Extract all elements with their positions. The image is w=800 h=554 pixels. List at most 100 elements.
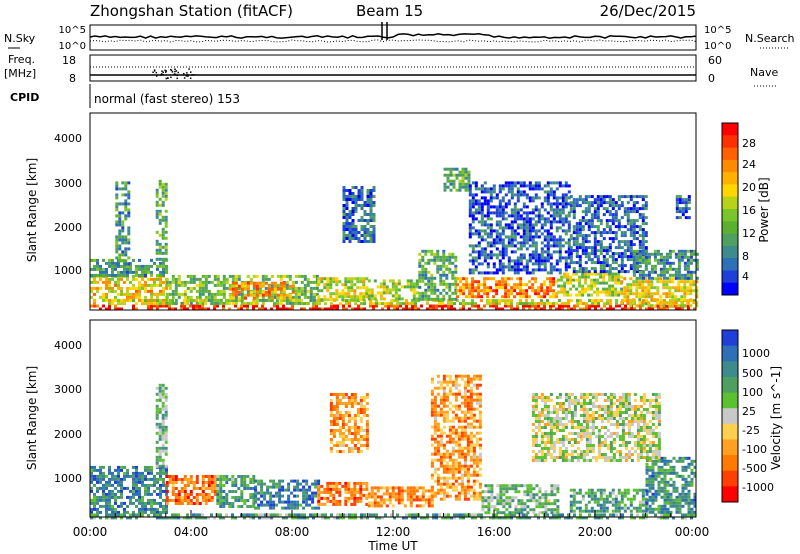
heatmap-cell-region-7 (430, 452, 434, 456)
heatmap-cell-region-11 (501, 208, 505, 212)
heatmap-cell-region-13 (575, 255, 579, 259)
heatmap-cell-region-14 (629, 277, 633, 281)
heatmap-cell-region-10 (513, 295, 517, 299)
heatmap-cell-region-3 (129, 270, 132, 274)
heatmap-cell-region-11 (516, 256, 520, 260)
heatmap-cell-region-11 (528, 211, 532, 215)
heatmap-cell-region-1 (258, 516, 261, 520)
heatmap-cell-region-7 (430, 410, 434, 414)
heatmap-cell-region-0 (90, 486, 93, 490)
heatmap-cell-region-0 (189, 304, 192, 308)
heatmap-cell-region-8 (454, 297, 458, 301)
heatmap-cell-region-18 (366, 204, 370, 207)
power-cb-tick-20: 20 (742, 181, 756, 194)
heatmap-cell-region-11 (546, 196, 550, 200)
heatmap-cell-region-2 (180, 481, 184, 484)
heatmap-cell-region-0 (138, 477, 141, 481)
heatmap-cell-region-11 (549, 262, 553, 266)
heatmap-cell-region-15 (677, 261, 681, 265)
heatmap-cell-region-0 (156, 486, 159, 490)
heatmap-cell-region-11 (528, 199, 532, 203)
heatmap-cell-region-11 (510, 190, 514, 194)
heatmap-cell-region-1 (321, 513, 324, 517)
heatmap-cell-region-13 (578, 219, 582, 223)
heatmap-cell-region-7 (439, 434, 443, 438)
heatmap-cell-region-1 (600, 513, 603, 517)
heatmap-cell-region-13 (596, 201, 600, 205)
heatmap-cell-region-0 (165, 507, 168, 511)
heatmap-cell-region-13 (641, 216, 645, 220)
heatmap-cell-region-14 (695, 295, 699, 299)
heatmap-cell-region-1 (207, 516, 210, 520)
heatmap-cell-region-15 (662, 264, 666, 268)
heatmap-cell-region-8 (433, 258, 437, 262)
heatmap-cell-region-1 (312, 513, 315, 517)
heatmap-cell-region-7 (451, 449, 455, 453)
heatmap-cell-region-11 (561, 184, 565, 188)
heatmap-cell-region-2 (171, 484, 175, 487)
heatmap-cell-region-18 (345, 225, 349, 228)
heatmap-cell-region-16 (675, 204, 679, 208)
heatmap-cell-region-4 (192, 274, 196, 278)
heatmap-cell-region-13 (584, 270, 588, 274)
heatmap-cell-region-17 (155, 191, 159, 195)
heatmap-cell-region-4 (282, 289, 286, 293)
heatmap-cell-region-11 (474, 199, 478, 203)
heatmap-cell-region-4 (306, 289, 310, 293)
heatmap-cell-region-0 (624, 304, 627, 308)
nave-dip-mark (185, 75, 188, 77)
heatmap-cell-region-11 (528, 226, 532, 230)
heatmap-cell-region-7 (430, 377, 434, 381)
heatmap-cell-region-0 (111, 510, 114, 514)
heatmap-cell-region-2 (210, 478, 214, 481)
heatmap-cell-region-15 (656, 261, 660, 265)
heatmap-cell-region-12 (569, 275, 573, 279)
heatmap-cell-region-0 (312, 304, 315, 308)
heatmap-cell-region-11 (546, 190, 550, 194)
heatmap-cell-region-18 (345, 222, 349, 225)
heatmap-cell-region-14 (695, 280, 699, 284)
heatmap-cell-region-4 (177, 295, 181, 299)
heatmap-cell-region-5 (273, 284, 277, 288)
heatmap-cell-region-0 (447, 307, 450, 311)
heatmap-cell-region-7 (379, 282, 383, 286)
heatmap-cell-region-13 (644, 216, 648, 220)
heatmap-cell-region-13 (620, 270, 624, 274)
heatmap-cell-region-0 (330, 304, 333, 308)
heatmap-cell-region-14 (662, 301, 666, 305)
heatmap-cell-region-3 (132, 270, 135, 274)
heatmap-cell-region-0 (111, 483, 114, 487)
heatmap-cell-region-11 (534, 193, 538, 197)
heatmap-cell-region-11 (501, 214, 505, 218)
heatmap-cell-region-17 (158, 197, 162, 201)
heatmap-cell-region-15 (674, 255, 678, 259)
heatmap-cell-region-14 (680, 280, 684, 284)
heatmap-cell-region-14 (668, 301, 672, 305)
heatmap-cell-region-15 (692, 258, 696, 262)
heatmap-cell-region-10 (477, 283, 481, 287)
heatmap-cell-region-11 (519, 223, 523, 227)
heatmap-cell-region-5 (347, 484, 351, 488)
heatmap-cell-region-6 (421, 492, 425, 496)
heatmap-cell-region-16 (681, 210, 685, 214)
heatmap-cell-region-7 (433, 410, 437, 414)
heatmap-cell-region-11 (534, 262, 538, 266)
heatmap-cell-region-0 (90, 474, 93, 478)
heatmap-cell-region-15 (668, 255, 672, 259)
heatmap-cell-region-4 (266, 503, 270, 507)
heatmap-cell-region-11 (552, 196, 556, 200)
heatmap-cell-region-4 (222, 289, 226, 293)
heatmap-cell-region-13 (629, 198, 633, 202)
heatmap-cell-region-4 (312, 292, 316, 296)
heatmap-cell-region-5 (317, 484, 321, 488)
heatmap-cell-region-8 (448, 288, 452, 292)
heatmap-cell-region-0 (135, 307, 138, 311)
heatmap-cell-region-19 (127, 256, 131, 260)
heatmap-cell-region-5 (228, 287, 232, 291)
heatmap-cell-region-11 (528, 181, 532, 185)
heatmap-cell-region-12 (575, 278, 579, 282)
heatmap-cell-region-1 (453, 302, 456, 306)
heatmap-cell-region-7 (451, 485, 455, 489)
heatmap-cell-region-11 (558, 253, 562, 257)
heatmap-cell-region-8 (445, 291, 449, 295)
